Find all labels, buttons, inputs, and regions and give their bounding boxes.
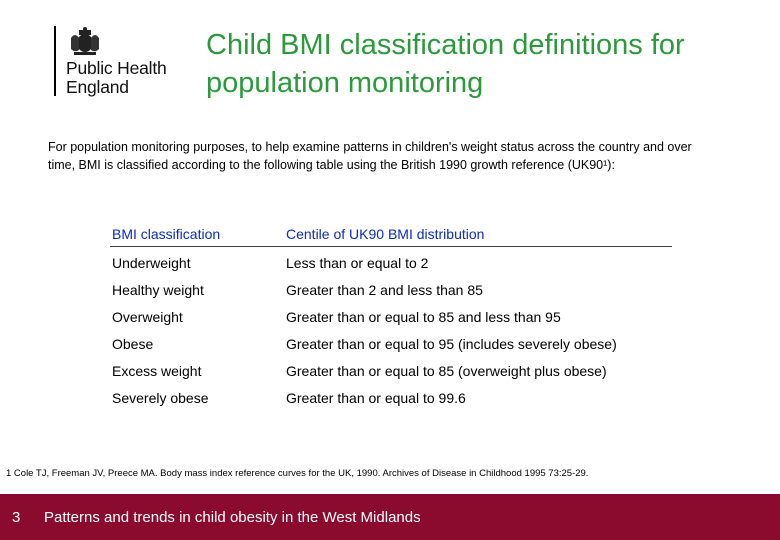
footer-text: Patterns and trends in child obesity in … (44, 508, 421, 526)
classification-cell: Obese (112, 335, 154, 352)
table-row: Underweight Less than or equal to 2 (110, 247, 672, 277)
logo-line-2: England (66, 77, 129, 97)
classification-cell: Healthy weight (112, 281, 204, 298)
centile-cell: Greater than or equal to 85 and less tha… (286, 308, 561, 325)
table-header-row: BMI classification Centile of UK90 BMI d… (110, 224, 672, 247)
classification-cell: Underweight (112, 254, 191, 271)
table-row: Healthy weight Greater than 2 and less t… (110, 276, 672, 303)
page-number: 3 (12, 508, 21, 526)
table-row: Overweight Greater than or equal to 85 a… (110, 303, 672, 330)
bmi-classification-table: BMI classification Centile of UK90 BMI d… (110, 224, 672, 411)
royal-crest-icon (71, 27, 99, 55)
table-row: Severely obese Greater than or equal to … (110, 384, 672, 411)
centile-cell: Greater than 2 and less than 85 (286, 281, 483, 298)
footnote: 1 Cole TJ, Freeman JV, Preece MA. Body m… (6, 468, 589, 479)
centile-cell: Less than or equal to 2 (286, 254, 429, 271)
intro-paragraph: For population monitoring purposes, to h… (48, 140, 692, 172)
table-row: Obese Greater than or equal to 95 (inclu… (110, 330, 672, 357)
centile-cell: Greater than or equal to 95 (includes se… (286, 335, 617, 352)
classification-cell: Overweight (112, 308, 183, 325)
header-centile: Centile of UK90 BMI distribution (284, 224, 672, 247)
table-row: Excess weight Greater than or equal to 8… (110, 357, 672, 384)
header-bmi-classification: BMI classification (110, 224, 284, 247)
slide-title: Child BMI classification definitions for… (206, 29, 685, 99)
footer-bar: 3 Patterns and trends in child obesity i… (0, 494, 780, 540)
classification-cell: Severely obese (112, 389, 209, 406)
logo-divider (54, 26, 56, 96)
classification-cell: Excess weight (112, 362, 202, 379)
centile-cell: Greater than or equal to 85 (overweight … (286, 362, 607, 379)
phe-logo: Public Health England (54, 26, 167, 98)
centile-cell: Greater than or equal to 99.6 (286, 389, 466, 406)
logo-line-1: Public Health (66, 58, 167, 78)
